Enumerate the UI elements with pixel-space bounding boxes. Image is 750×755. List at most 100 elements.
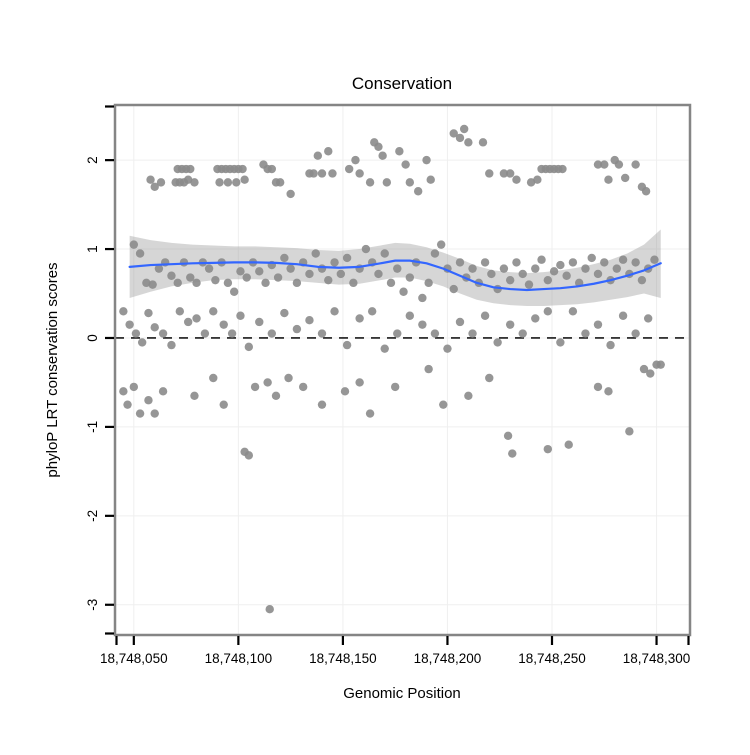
data-point [183, 317, 193, 327]
data-point [600, 160, 609, 169]
data-point [556, 260, 565, 270]
data-point [641, 187, 651, 196]
data-point [430, 329, 440, 338]
data-point [200, 329, 210, 338]
data-point [631, 258, 640, 267]
data-point [468, 329, 477, 338]
data-point [336, 269, 346, 279]
data-point [144, 308, 153, 318]
data-point [618, 311, 628, 320]
data-point [137, 338, 147, 347]
data-point [562, 271, 571, 280]
data-point [183, 175, 193, 184]
data-point [459, 124, 469, 134]
data-point [365, 178, 375, 187]
data-point [167, 271, 176, 280]
data-point [219, 400, 228, 409]
data-point [236, 311, 245, 320]
data-point [135, 249, 145, 258]
smooth-trend-line [128, 259, 662, 292]
data-point [600, 258, 609, 267]
data-point [413, 187, 423, 196]
x-tick-label: 18,748,250 [518, 651, 586, 666]
data-point [380, 344, 389, 353]
data-point [526, 178, 536, 187]
data-point [190, 391, 199, 400]
data-point [464, 391, 473, 400]
x-tick-label: 18,748,100 [205, 651, 273, 666]
data-point [639, 364, 649, 374]
data-point [361, 244, 371, 254]
data-point [643, 314, 653, 323]
data-point [581, 264, 590, 273]
data-point [620, 173, 630, 183]
data-point [190, 178, 199, 187]
data-point [355, 378, 364, 387]
data-point [533, 175, 542, 184]
data-point [223, 178, 233, 187]
data-point [380, 249, 389, 258]
data-point [342, 340, 352, 350]
data-point [340, 387, 350, 396]
data-point [344, 164, 354, 174]
data-point [568, 258, 578, 267]
data-point [581, 329, 590, 338]
data-point [135, 409, 145, 418]
data-point [240, 175, 249, 184]
data-point [227, 329, 237, 338]
data-point [443, 344, 452, 353]
data-point [158, 387, 168, 396]
data-point [537, 255, 546, 264]
data-point [604, 175, 613, 184]
data-point [505, 275, 515, 285]
data-point [317, 264, 327, 273]
data-point [367, 307, 377, 316]
data-point [499, 169, 509, 178]
data-point [119, 307, 128, 316]
data-point [424, 278, 433, 288]
data-point [393, 264, 402, 273]
data-point [487, 269, 496, 279]
x-tick-label: 18,748,300 [623, 651, 691, 666]
data-point [131, 329, 141, 338]
data-point [125, 320, 134, 329]
data-point [158, 329, 168, 338]
data-point [286, 189, 295, 199]
data-point [512, 175, 521, 184]
data-point [284, 373, 293, 383]
data-point [464, 138, 473, 147]
data-point [313, 151, 323, 160]
data-point [263, 378, 272, 387]
data-point [229, 287, 239, 296]
data-point [342, 253, 352, 263]
data-point [324, 275, 333, 285]
data-point [374, 142, 383, 151]
data-point [518, 269, 527, 279]
data-point [324, 147, 333, 156]
data-point [204, 264, 214, 273]
data-point [531, 264, 540, 273]
data-point [275, 178, 285, 187]
data-point [267, 329, 277, 338]
data-point [232, 178, 241, 187]
data-point [543, 444, 553, 454]
data-point [399, 287, 408, 296]
data-point [652, 360, 661, 369]
data-point [236, 267, 245, 276]
data-point [493, 338, 502, 347]
data-point [317, 400, 327, 409]
plot-panel: 18,748,050 18,748,100 18,748,150 18,748,200… [85, 103, 692, 666]
data-point [637, 275, 647, 285]
data-point [455, 133, 465, 143]
data-point [593, 382, 603, 392]
data-point [186, 273, 195, 282]
data-point [449, 284, 458, 294]
data-point [558, 164, 567, 174]
data-point [395, 147, 404, 156]
data-point [505, 320, 515, 329]
data-point [430, 249, 440, 258]
data-point [351, 155, 360, 165]
data-point [564, 440, 573, 449]
data-point [593, 160, 603, 169]
data-point [244, 342, 254, 352]
